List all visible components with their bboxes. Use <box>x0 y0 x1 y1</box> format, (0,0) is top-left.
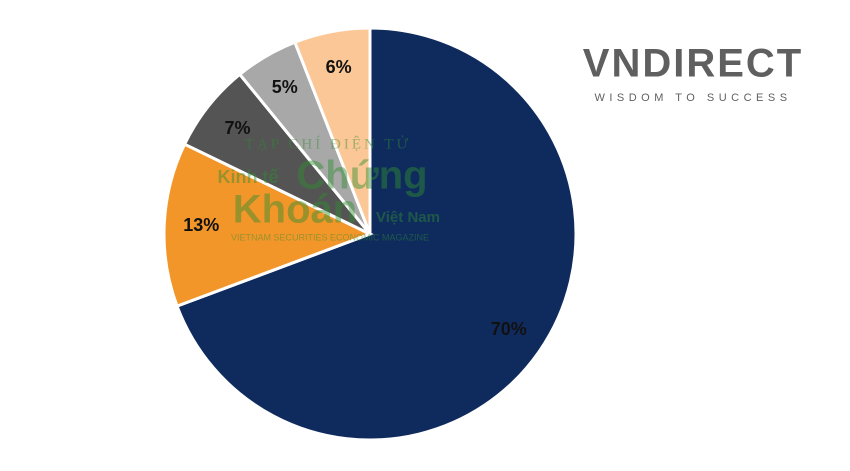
watermark-text: TẠP CHÍ ĐIỆN TỬ <box>245 135 411 152</box>
pie-slice <box>162 142 374 309</box>
data-label: 6% <box>326 57 352 77</box>
pie: 70% 13% 7% 5% 6% <box>162 26 578 442</box>
pie-slice <box>292 26 372 235</box>
data-label: 13% <box>183 215 219 235</box>
watermark-text: Chứng <box>296 154 427 198</box>
logo: VNDIRECT WISDOM TO SUCCESS <box>583 42 803 104</box>
watermark-text: VIETNAM SECURITIES ECONOMIC MAGAZINE <box>231 232 429 242</box>
data-label: 5% <box>272 77 298 97</box>
logo-name: VNDIRECT <box>583 42 803 86</box>
watermark: TẠP CHÍ ĐIỆN TỬ Kinh tế Chứng Khoán Việt… <box>218 135 440 242</box>
watermark-text: Khoán <box>233 188 357 232</box>
logo-tagline: WISDOM TO SUCCESS <box>594 92 791 104</box>
watermark-text: Việt Nam <box>376 209 440 226</box>
pie-slice <box>175 26 578 442</box>
watermark-text: Kinh tế <box>218 167 280 187</box>
data-label: 70% <box>491 319 527 339</box>
data-label: 7% <box>224 118 250 138</box>
